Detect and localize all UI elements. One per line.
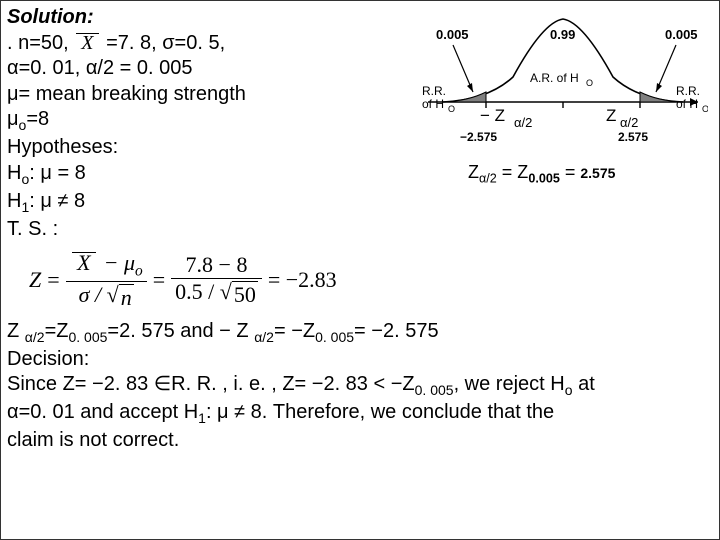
z-alpha-equation: Zα/2 = Z0.005 = 2.575 — [418, 162, 718, 186]
decision-line-2: α=0. 01 and accept H1: μ ≠ 8. Therefore,… — [7, 400, 713, 428]
h1-line: H1: μ ≠ 8 — [7, 189, 412, 217]
hypotheses-label: Hypotheses: — [7, 135, 412, 161]
pos-z-label: Z — [606, 106, 616, 125]
center-prob: 0.99 — [550, 27, 575, 42]
diagram-column: 0.005 0.99 0.005 A.R. of H O R.R. of H O… — [418, 1, 718, 242]
conclusion-block: Z α/2=Z0. 005=2. 575 and − Z α/2= −Z0. 0… — [1, 317, 719, 454]
decision-line-3: claim is not correct. — [7, 428, 713, 454]
solution-text-block: Solution: . n=50, X =7. 8, σ=0. 5, α=0. … — [1, 1, 418, 242]
svg-text:O: O — [448, 104, 455, 114]
rr-left-1: R.R. — [422, 84, 446, 98]
given-alpha: α=0. 01, α/2 = 0. 005 — [7, 56, 412, 82]
given-mu-def: μ= mean breaking strength — [7, 82, 412, 108]
svg-text:α/2: α/2 — [620, 115, 638, 130]
xbar-in-formula: X — [70, 250, 98, 276]
rr-left-2: of H — [422, 97, 444, 111]
rr-right-1: R.R. — [676, 84, 700, 98]
test-statistic-formula: Z = X − μo σ / √n = 7.8 − 8 0.5 / √50 = … — [1, 242, 719, 316]
ts-label: T. S. : — [7, 217, 412, 243]
neg-z-label: − Z — [480, 106, 505, 125]
rr-right-2: of H — [676, 97, 698, 111]
left-prob: 0.005 — [436, 27, 469, 42]
given-mu0: μo=8 — [7, 107, 412, 135]
critical-values-line: Z α/2=Z0. 005=2. 575 and − Z α/2= −Z0. 0… — [7, 319, 713, 347]
pos-crit-val: 2.575 — [618, 130, 648, 144]
given-line-1: . n=50, X =7. 8, σ=0. 5, — [7, 31, 412, 57]
neg-crit-val: −2.575 — [460, 130, 497, 144]
svg-text:O: O — [586, 78, 593, 88]
decision-line-1: Since Z= −2. 83 ∈R. R. , i. e. , Z= −2. … — [7, 372, 713, 400]
decision-label: Decision: — [7, 347, 713, 373]
solution-title: Solution: — [7, 5, 412, 31]
svg-text:O: O — [702, 104, 708, 114]
ar-label: A.R. of H — [530, 71, 579, 85]
xbar-symbol: X — [74, 31, 100, 57]
h0-line: Ho: μ = 8 — [7, 161, 412, 189]
normal-curve-diagram: 0.005 0.99 0.005 A.R. of H O R.R. of H O… — [418, 7, 708, 162]
right-prob: 0.005 — [665, 27, 698, 42]
svg-text:α/2: α/2 — [514, 115, 532, 130]
